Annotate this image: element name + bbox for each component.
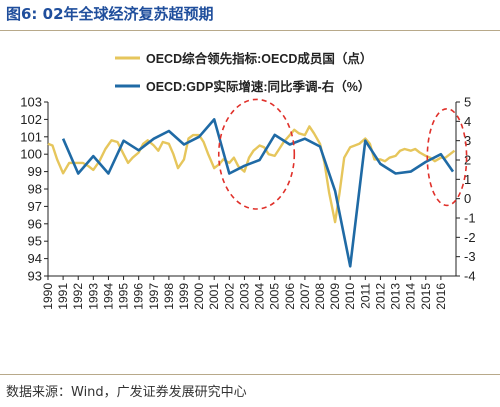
x-tick-label: 2006 [283,283,297,310]
left-y-tick-label: 102 [20,112,42,127]
left-y-tick-label: 103 [20,95,42,110]
x-tick-label: 2013 [389,283,403,310]
x-tick-label: 1998 [162,283,176,310]
x-tick-label: 2015 [419,283,433,310]
series-line-gdp-growth [61,118,455,268]
x-tick-label: 1990 [41,283,55,310]
left-y-tick-label: 97 [28,199,42,214]
x-tick-label: 2012 [373,283,387,310]
axes: 93 94 95 96 97 98 99 100 101 102 103 -4 -3 -2 -1 0 1 2 3 4 5… [20,95,475,310]
left-y-tick-label: 96 [28,216,42,231]
x-tick-label: 2001 [207,283,221,310]
source-divider [0,374,500,375]
legend-label-leading-indicator: OECD综合领先指标:OECD成员国（点） [146,51,372,66]
right-y-tick-label: 3 [464,133,471,148]
highlight-ellipse-2 [426,107,468,207]
x-tick-label: 2010 [343,283,357,310]
right-y-tick-label: -4 [464,269,476,284]
right-y-tick-label: 0 [464,191,471,206]
right-y-tick-label: 1 [464,172,471,187]
annotations [217,98,468,210]
left-y-tick-label: 99 [28,164,42,179]
x-tick-label: 2004 [253,283,267,310]
x-tick-label: 2000 [192,283,206,310]
x-tick-label: 2011 [358,283,372,309]
x-tick-label: 2014 [404,283,418,310]
legend: OECD综合领先指标:OECD成员国（点） OECD:GDP实际增速:同比季调-… [115,51,372,94]
highlight-ellipse-1 [217,98,296,210]
source-note: 数据来源：Wind，广发证券发展研究中心 [6,385,247,400]
right-y-tick-label: 2 [464,153,471,168]
x-tick-label: 1991 [56,283,70,310]
left-y-tick-label: 98 [28,182,42,197]
x-tick-label: 2002 [222,283,236,310]
right-y-tick-label: -3 [464,249,476,264]
x-tick-label: 1994 [101,283,115,310]
x-tick-label: 2005 [268,283,282,310]
left-y-tick-label: 94 [28,251,42,266]
chart: OECD综合领先指标:OECD成员国（点） OECD:GDP实际增速:同比季调-… [20,51,475,310]
left-y-tick-label: 101 [20,129,42,144]
right-y-tick-label: -2 [464,230,476,245]
x-tick-label: 1996 [132,283,146,310]
x-tick-label: 1992 [71,283,85,310]
x-tick-label: 1999 [177,283,191,310]
plot-series [47,118,456,268]
x-tick-label: 1993 [86,283,100,310]
x-tick-label: 1995 [117,283,131,310]
x-tick-label: 1997 [147,283,161,310]
x-tick-label: 2007 [298,283,312,310]
series-line-leading-indicator [47,125,456,224]
left-y-tick-label: 100 [20,147,42,162]
left-y-tick-label: 93 [28,269,42,284]
x-tick-label: 2008 [313,283,327,310]
x-tick-label: 2009 [328,283,342,310]
left-y-tick-label: 95 [28,234,42,249]
title-divider [0,30,500,31]
x-tick-label: 2003 [237,283,251,310]
legend-label-gdp-growth: OECD:GDP实际增速:同比季调-右（%） [146,79,370,94]
figure-title: 图6: 02年全球经济复苏超预期 [6,5,214,23]
x-tick-label: 2016 [434,283,448,310]
right-y-tick-label: 5 [464,95,471,110]
right-y-tick-label: 4 [464,114,471,129]
right-y-tick-label: -1 [464,211,476,226]
